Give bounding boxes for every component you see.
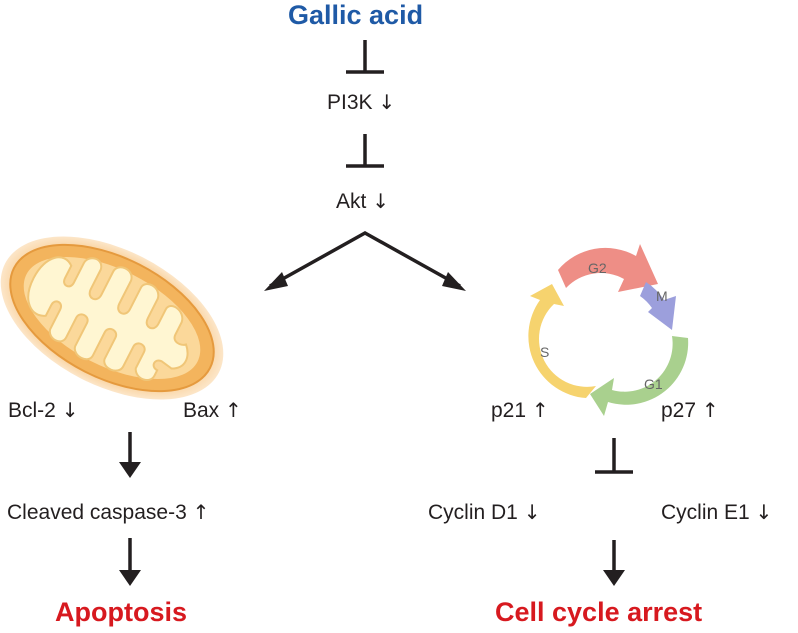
bax-name: Bax: [183, 399, 220, 422]
phase-g1-label: G1: [644, 376, 663, 392]
phase-s-label: S: [540, 344, 550, 360]
akt-name: Akt: [336, 190, 367, 213]
cyclin-e1-name: Cyclin E1: [661, 501, 750, 524]
arrow-cyclin-arrest: [603, 540, 625, 586]
inhibit-gallic-pi3k: [346, 40, 384, 74]
apoptosis-outcome: Apoptosis: [55, 597, 187, 627]
compound-title: Gallic acid: [288, 0, 424, 30]
cyclin-d1-name: Cyclin D1: [428, 501, 518, 524]
akt-node: Akt ↓: [336, 189, 389, 214]
p27-name: p27: [661, 399, 697, 422]
caspase-change: ↑: [192, 500, 210, 524]
phase-g2-arrow: [558, 244, 658, 292]
p21-change: ↑: [531, 398, 549, 422]
phase-m-arrow: [640, 282, 676, 330]
phase-g2-label: G2: [588, 260, 607, 276]
caspase-name: Cleaved caspase-3: [7, 501, 187, 524]
arrowhead-right: [442, 272, 466, 291]
inhibit-pi3k-akt: [346, 134, 384, 168]
caspase-node: Cleaved caspase-3 ↑: [7, 500, 209, 525]
phase-g1-arrow: [590, 336, 689, 416]
p21-node: p21 ↑: [491, 398, 549, 423]
branch-arrows: [264, 230, 466, 291]
bcl2-change: ↓: [61, 398, 79, 422]
cyclin-e1-node: Cyclin E1 ↓: [661, 500, 772, 525]
bcl2-name: Bcl-2: [8, 399, 56, 422]
cyclin-d1-node: Cyclin D1 ↓: [428, 500, 540, 525]
phase-m-label: M: [656, 288, 668, 304]
p27-node: p27 ↑: [661, 398, 719, 423]
akt-change: ↓: [372, 189, 389, 213]
cell-cycle-arrest-outcome: Cell cycle arrest: [495, 597, 703, 627]
p27-change: ↑: [701, 398, 719, 422]
arrow-bcl2-caspase: [119, 432, 141, 478]
cyclin-d1-change: ↓: [523, 500, 541, 524]
arrowhead-left: [264, 272, 288, 291]
inhibit-p21-cyclin: [595, 438, 633, 474]
cell-cycle-icon: [528, 244, 689, 416]
pi3k-name: PI3K: [327, 91, 373, 114]
cyclin-e1-change: ↓: [755, 500, 773, 524]
phase-s-arrow: [528, 284, 596, 398]
bax-node: Bax ↑: [183, 398, 242, 423]
p21-name: p21: [491, 399, 527, 422]
bax-change: ↑: [225, 398, 242, 422]
pi3k-change: ↓: [378, 90, 396, 114]
arrow-caspase-apoptosis: [119, 538, 141, 586]
bcl2-node: Bcl-2 ↓: [8, 398, 78, 423]
pi3k-node: PI3K ↓: [327, 90, 395, 115]
mitochondrion-icon: [0, 236, 224, 400]
